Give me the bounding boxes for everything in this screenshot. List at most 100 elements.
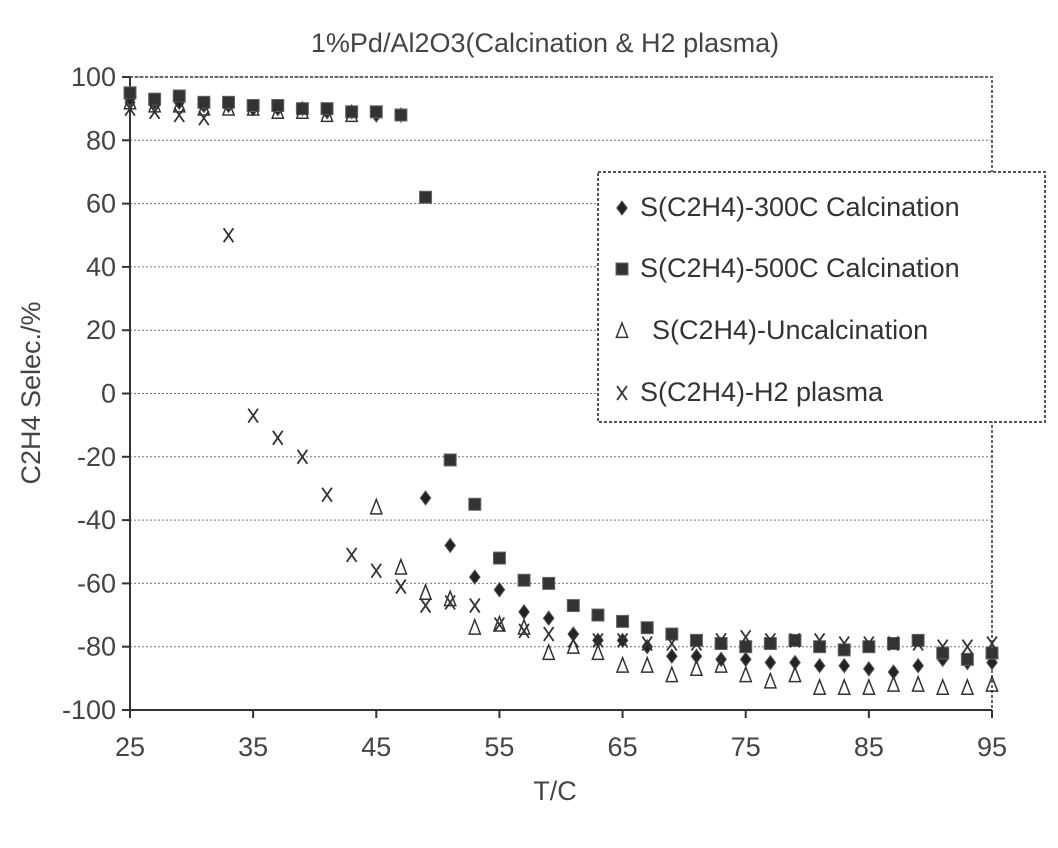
point-500c-calcination: [640, 621, 654, 635]
point-h2-plasma: [173, 107, 185, 123]
chart-title: 1%Pd/Al2O3(Calcination & H2 plasma): [311, 28, 779, 58]
point-uncalcination: [320, 104, 334, 123]
legend-label-h2-plasma: S(C2H4)-H2 plasma: [640, 377, 884, 407]
x-tick-label: 35: [238, 732, 268, 762]
point-h2-plasma: [567, 632, 579, 648]
point-uncalcination: [295, 101, 310, 119]
point-300c-calcination: [641, 638, 654, 655]
point-300c-calcination: [518, 604, 530, 620]
point-uncalcination: [418, 582, 433, 601]
point-h2-plasma: [666, 636, 678, 652]
point-uncalcination: [788, 665, 802, 683]
point-500c-calcination: [468, 497, 482, 511]
y-tick-label: 20: [86, 315, 116, 345]
point-h2-plasma: [247, 408, 259, 424]
point-h2-plasma: [198, 110, 210, 126]
point-h2-plasma: [296, 449, 309, 465]
point-uncalcination: [862, 677, 876, 695]
point-uncalcination: [640, 655, 654, 673]
point-h2-plasma: [395, 579, 407, 595]
point-uncalcination: [837, 677, 851, 695]
point-h2-plasma: [124, 101, 136, 117]
point-h2-plasma: [961, 639, 974, 655]
point-h2-plasma: [912, 636, 924, 652]
point-uncalcination: [246, 98, 260, 116]
x-tick-label: 45: [361, 732, 391, 762]
point-uncalcination: [541, 642, 556, 661]
point-h2-plasma: [641, 636, 653, 652]
point-uncalcination: [911, 674, 925, 692]
y-tick-label: -20: [77, 442, 116, 472]
point-500c-calcination: [394, 108, 408, 122]
x-tick-label: 65: [608, 732, 638, 762]
point-300c-calcination: [813, 657, 826, 674]
point-uncalcination: [492, 614, 507, 632]
point-300c-calcination: [862, 661, 875, 677]
point-300c-calcination: [444, 537, 457, 554]
point-h2-plasma: [789, 632, 801, 648]
point-500c-calcination: [616, 614, 630, 628]
point-uncalcination: [665, 665, 679, 683]
point-500c-calcination: [739, 640, 753, 654]
point-300c-calcination: [493, 581, 506, 598]
point-h2-plasma: [346, 547, 358, 563]
point-300c-calcination: [690, 648, 703, 665]
point-uncalcination: [985, 674, 999, 692]
point-uncalcination: [763, 671, 778, 689]
point-uncalcination: [197, 98, 211, 116]
point-h2-plasma: [838, 636, 850, 652]
point-h2-plasma: [321, 487, 333, 503]
point-500c-calcination: [591, 608, 605, 622]
point-h2-plasma: [543, 626, 555, 642]
legend-marker-h2-plasma: [616, 385, 628, 401]
point-h2-plasma: [493, 617, 506, 633]
point-500c-calcination: [763, 637, 777, 651]
point-h2-plasma: [222, 227, 235, 243]
legend: S(C2H4)-300C Calcination S(C2H4)-500C Ca…: [597, 171, 1046, 423]
x-tick-label: 55: [484, 732, 514, 762]
y-axis-label: C2H4 Selec./%: [16, 301, 46, 484]
point-h2-plasma: [518, 623, 530, 639]
point-500c-calcination: [517, 573, 531, 587]
point-300c-calcination: [838, 657, 851, 674]
point-300c-calcination: [468, 569, 481, 585]
point-500c-calcination: [369, 105, 383, 119]
point-h2-plasma: [764, 632, 776, 648]
point-uncalcination: [468, 617, 482, 635]
y-tick-label: 80: [86, 125, 116, 155]
legend-label-300c: S(C2H4)-300C Calcination: [640, 192, 960, 222]
point-h2-plasma: [272, 430, 284, 446]
y-tick-label: 60: [86, 189, 116, 219]
point-500c-calcination: [492, 551, 506, 565]
point-500c-calcination: [985, 646, 999, 660]
point-h2-plasma: [469, 598, 481, 614]
x-tick-label: 25: [115, 732, 145, 762]
point-uncalcination: [172, 95, 186, 113]
point-uncalcination: [369, 497, 383, 515]
y-tick-label: 0: [101, 379, 116, 409]
legend-label-uncalcination: S(C2H4)-Uncalcination: [652, 315, 928, 345]
legend-label-500c: S(C2H4)-500C Calcination: [640, 253, 960, 283]
point-uncalcination: [812, 677, 827, 695]
legend-markers: [615, 200, 629, 401]
legend-marker-500c: [615, 262, 629, 276]
point-500c-calcination: [566, 599, 580, 613]
point-300c-calcination: [789, 654, 801, 671]
y-tick-label: -60: [77, 568, 116, 598]
point-h2-plasma: [986, 636, 998, 652]
point-300c-calcination: [912, 657, 924, 674]
y-tick-label: 100: [71, 62, 116, 92]
point-uncalcination: [714, 655, 728, 673]
point-500c-calcination: [665, 627, 679, 641]
point-uncalcination: [271, 101, 285, 119]
point-h2-plasma: [592, 632, 604, 648]
point-uncalcination: [936, 677, 950, 695]
point-500c-calcination: [689, 633, 703, 647]
point-uncalcination: [739, 665, 753, 683]
point-300c-calcination: [764, 654, 777, 671]
point-500c-calcination: [960, 652, 974, 666]
y-tick-label: 40: [86, 252, 116, 282]
legend-marker-uncalcination: [615, 320, 629, 339]
point-uncalcination: [689, 658, 704, 677]
point-h2-plasma: [148, 104, 161, 120]
